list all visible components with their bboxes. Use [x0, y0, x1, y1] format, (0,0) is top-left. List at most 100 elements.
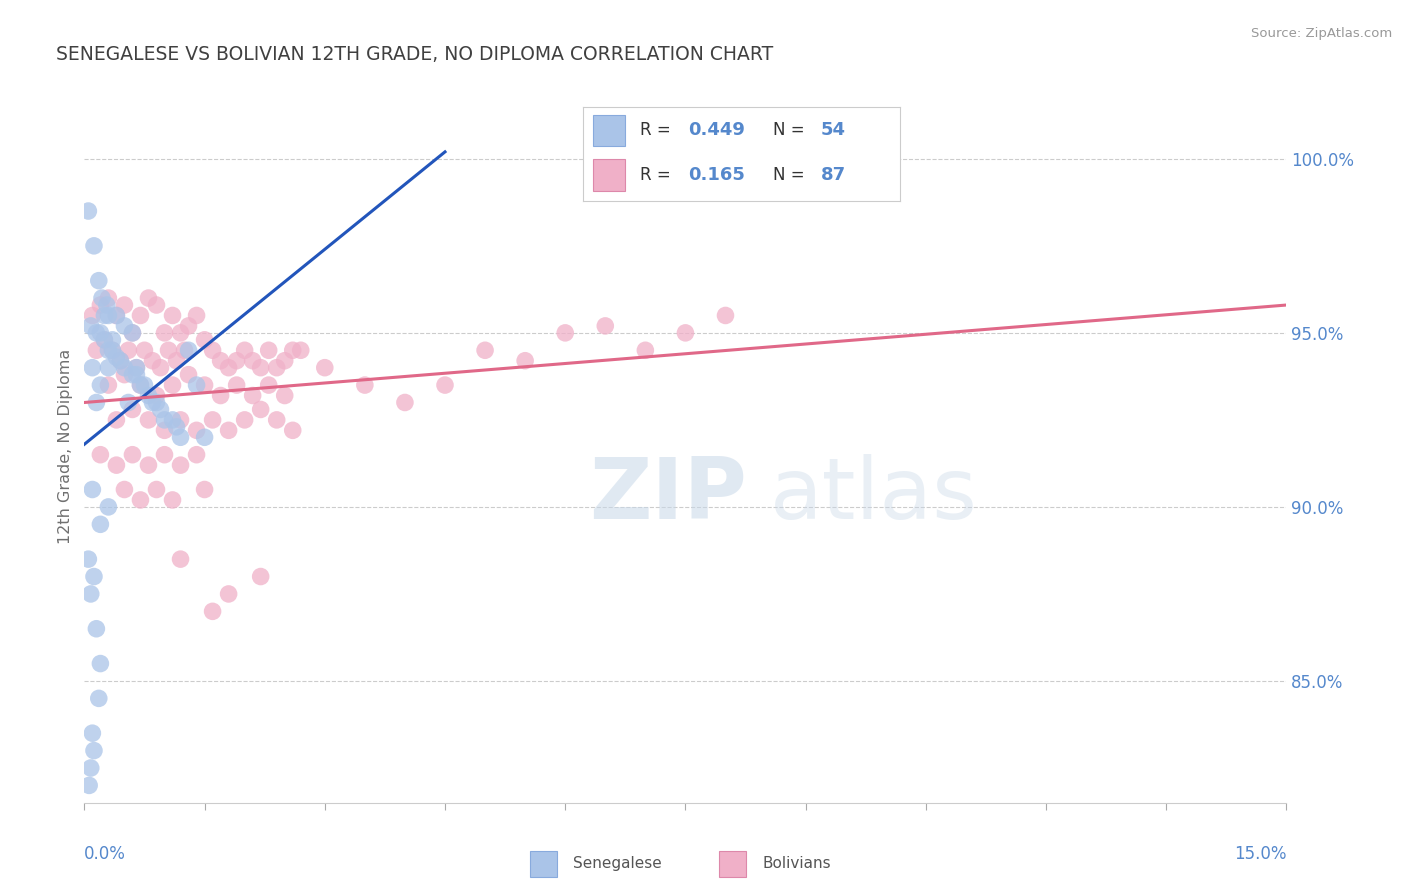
Point: [117, 343, 139, 358]
Point: [233, 413, 256, 427]
Point: [218, 423, 240, 437]
Point: [86, 622, 108, 636]
Text: 54: 54: [821, 121, 846, 139]
Point: [138, 291, 160, 305]
Point: [162, 309, 184, 323]
Text: SENEGALESE VS BOLIVIAN 12TH GRADE, NO DIPLOMA CORRELATION CHART: SENEGALESE VS BOLIVIAN 12TH GRADE, NO DI…: [56, 45, 773, 63]
Point: [83, 239, 105, 253]
Point: [169, 552, 191, 566]
Point: [93, 333, 115, 347]
Point: [80, 587, 103, 601]
Point: [242, 388, 264, 402]
Text: Source: ZipAtlas.com: Source: ZipAtlas.com: [1251, 27, 1392, 40]
Point: [554, 326, 576, 340]
Point: [114, 368, 135, 382]
Text: N =: N =: [773, 121, 810, 139]
Point: [153, 448, 176, 462]
Point: [194, 430, 217, 444]
Point: [145, 395, 167, 409]
Text: 0.0%: 0.0%: [84, 845, 127, 863]
Point: [145, 388, 167, 402]
Point: [290, 343, 312, 358]
Point: [114, 483, 135, 497]
Point: [194, 333, 217, 347]
Point: [121, 368, 143, 382]
Point: [101, 343, 124, 358]
Point: [125, 368, 148, 382]
Point: [97, 309, 120, 323]
Point: [97, 500, 120, 514]
Point: [177, 318, 200, 333]
Point: [110, 353, 132, 368]
Point: [157, 343, 180, 358]
FancyBboxPatch shape: [593, 114, 624, 146]
Text: 15.0%: 15.0%: [1234, 845, 1286, 863]
Point: [77, 204, 100, 219]
Point: [266, 413, 288, 427]
Point: [80, 761, 103, 775]
Point: [82, 726, 104, 740]
Point: [354, 378, 377, 392]
Point: [86, 343, 108, 358]
Point: [82, 483, 104, 497]
Point: [121, 326, 143, 340]
Point: [121, 326, 143, 340]
Point: [77, 552, 100, 566]
Point: [129, 492, 152, 507]
Point: [129, 309, 152, 323]
Point: [225, 378, 247, 392]
FancyBboxPatch shape: [718, 851, 747, 877]
Point: [101, 343, 124, 358]
Point: [186, 448, 208, 462]
Point: [138, 388, 160, 402]
Point: [266, 360, 288, 375]
Point: [121, 402, 143, 417]
Point: [138, 413, 160, 427]
Point: [201, 343, 224, 358]
Point: [169, 430, 191, 444]
Point: [186, 378, 208, 392]
Point: [134, 343, 156, 358]
Point: [153, 423, 176, 437]
Point: [634, 343, 657, 358]
Point: [434, 378, 457, 392]
Point: [97, 378, 120, 392]
Point: [86, 395, 108, 409]
Text: atlas: atlas: [769, 454, 977, 538]
Point: [89, 448, 111, 462]
Point: [89, 657, 111, 671]
Point: [249, 360, 271, 375]
Point: [281, 343, 304, 358]
Text: R =: R =: [641, 121, 676, 139]
Point: [101, 333, 124, 347]
Point: [714, 309, 737, 323]
Point: [110, 353, 132, 368]
Point: [105, 309, 128, 323]
Text: 87: 87: [821, 167, 846, 185]
Point: [114, 298, 135, 312]
Point: [186, 423, 208, 437]
Point: [105, 413, 128, 427]
Point: [91, 291, 114, 305]
Point: [194, 483, 217, 497]
Point: [134, 378, 156, 392]
Point: [117, 395, 139, 409]
Point: [162, 378, 184, 392]
Point: [153, 413, 176, 427]
Point: [114, 360, 135, 375]
Point: [145, 298, 167, 312]
Point: [257, 378, 280, 392]
Point: [105, 458, 128, 472]
Point: [77, 778, 100, 792]
FancyBboxPatch shape: [593, 160, 624, 191]
Point: [83, 569, 105, 583]
Point: [87, 274, 110, 288]
Point: [89, 378, 111, 392]
Point: [394, 395, 416, 409]
Point: [194, 378, 217, 392]
Text: 0.449: 0.449: [688, 121, 745, 139]
Point: [125, 360, 148, 375]
Y-axis label: 12th Grade, No Diploma: 12th Grade, No Diploma: [58, 349, 73, 543]
Point: [162, 492, 184, 507]
Point: [149, 402, 172, 417]
